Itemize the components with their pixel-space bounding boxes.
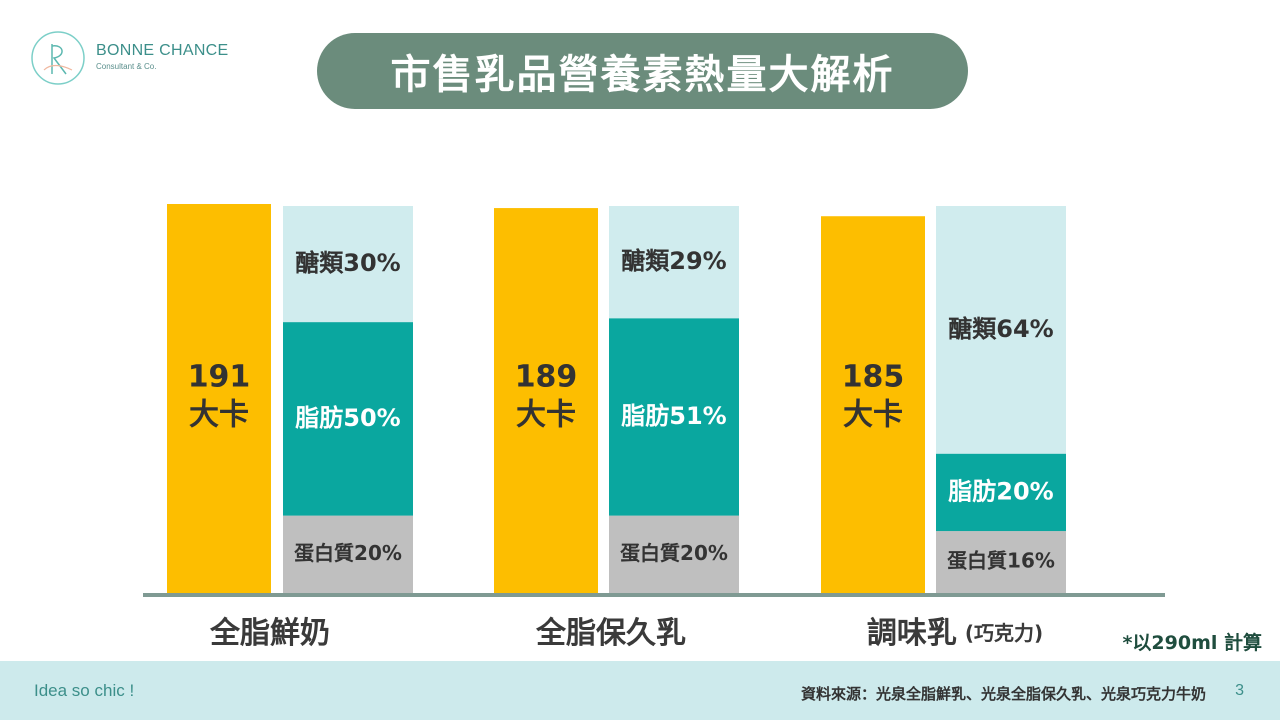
category-label: 全脂保久乳	[535, 616, 686, 651]
calorie-bar	[494, 208, 598, 593]
calculation-note: *以290ml 計算	[1122, 632, 1262, 654]
fat-segment	[283, 322, 413, 516]
category-note: (巧克力)	[965, 621, 1043, 645]
footer-slogan: Idea so chic !	[34, 681, 135, 700]
calorie-value-label: 189	[515, 360, 578, 395]
fat-segment-label: 脂肪50%	[295, 404, 400, 432]
carb-segment	[609, 206, 739, 319]
page-number: 3	[1235, 682, 1244, 699]
x-axis-line	[143, 593, 1165, 597]
calorie-unit-label: 大卡	[516, 398, 576, 433]
category-label: 調味乳 (巧克力)	[867, 616, 1043, 651]
logo-subtitle: Consultant & Co.	[96, 62, 157, 71]
page-title: 市售乳品營養素熱量大解析	[317, 33, 968, 109]
calorie-bar	[167, 204, 271, 593]
protein-segment-label: 蛋白質16%	[947, 549, 1055, 573]
footer-source: 資料來源：光泉全脂鮮乳、光泉全脂保久乳、光泉巧克力牛奶	[800, 685, 1206, 703]
fat-segment	[936, 453, 1066, 532]
brand-logo: BONNE CHANCE Consultant & Co.	[30, 30, 230, 86]
fat-segment	[609, 318, 739, 516]
footer-bar: Idea so chic ! 資料來源：光泉全脂鮮乳、光泉全脂保久乳、光泉巧克力…	[0, 661, 1280, 720]
logo-name: BONNE CHANCE	[96, 42, 229, 59]
logo-icon	[31, 31, 85, 85]
category-name: 全脂鮮奶	[209, 616, 330, 651]
protein-segment	[283, 515, 413, 593]
protein-segment	[936, 531, 1066, 593]
fat-segment-label: 脂肪20%	[948, 477, 1053, 505]
nutrition-chart: 191大卡蛋白質20%脂肪50%醣類30%全脂鮮奶189大卡蛋白質20%脂肪51…	[143, 204, 1165, 651]
carb-segment-label: 醣類30%	[295, 249, 400, 277]
category-name: 調味乳	[867, 616, 957, 651]
carb-segment-label: 醣類29%	[621, 247, 726, 275]
category-name: 全脂保久乳	[535, 616, 686, 651]
calorie-bar	[821, 216, 925, 593]
calorie-unit-label: 大卡	[189, 398, 249, 433]
protein-segment	[609, 515, 739, 593]
carb-segment	[936, 206, 1066, 454]
category-label: 全脂鮮奶	[209, 616, 330, 651]
protein-segment-label: 蛋白質20%	[294, 541, 402, 565]
calorie-value-label: 191	[188, 360, 251, 395]
carb-segment	[283, 206, 413, 323]
protein-segment-label: 蛋白質20%	[620, 541, 728, 565]
calorie-value-label: 185	[842, 360, 905, 395]
carb-segment-label: 醣類64%	[948, 315, 1053, 343]
fat-segment-label: 脂肪51%	[621, 402, 726, 430]
page-title-text: 市售乳品營養素熱量大解析	[390, 52, 895, 98]
calorie-unit-label: 大卡	[843, 398, 903, 433]
